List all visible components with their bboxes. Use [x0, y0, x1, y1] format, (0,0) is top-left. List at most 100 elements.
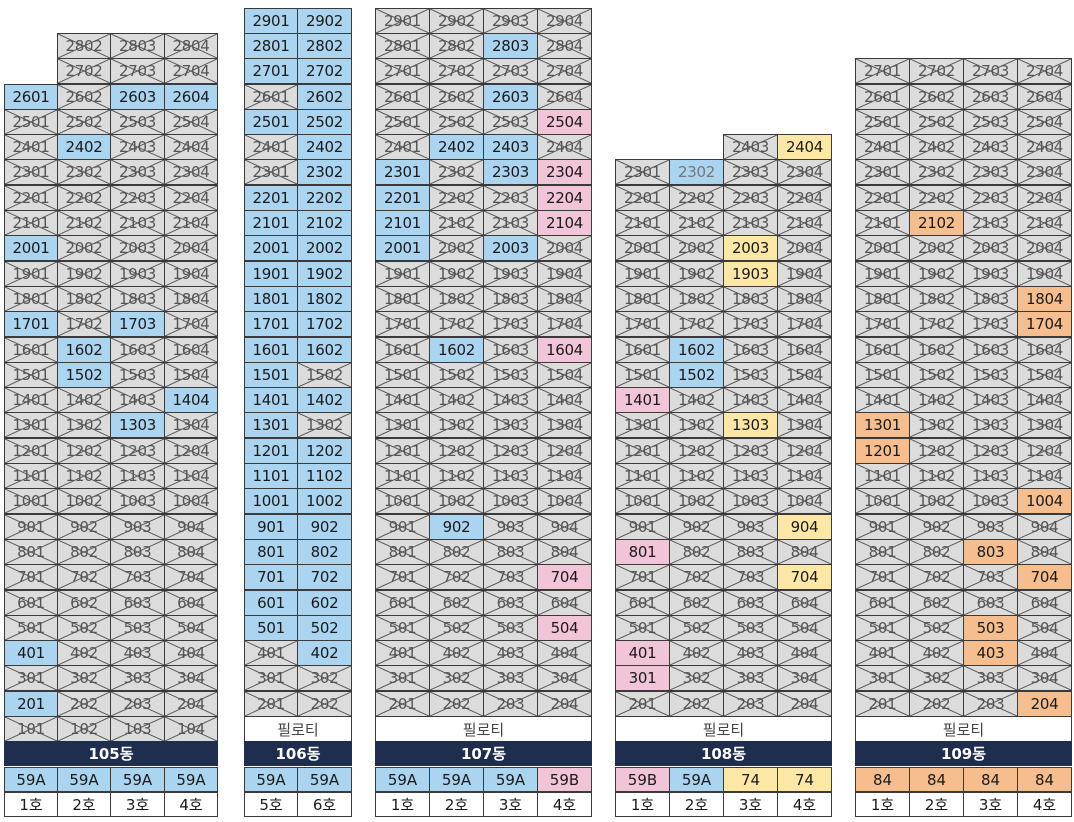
available-unit-cell[interactable]: 704: [777, 564, 832, 590]
sold-unit-cell[interactable]: 601: [4, 590, 58, 616]
sold-unit-cell[interactable]: 902: [669, 514, 724, 540]
sold-unit-cell[interactable]: 1401: [4, 387, 58, 413]
sold-unit-cell[interactable]: 1103: [723, 463, 778, 489]
available-unit-cell[interactable]: 901: [244, 514, 298, 540]
sold-unit-cell[interactable]: 2904: [537, 8, 592, 34]
available-unit-cell[interactable]: 1401: [615, 387, 670, 413]
sold-unit-cell[interactable]: 404: [1017, 640, 1072, 666]
sold-unit-cell[interactable]: 302: [429, 665, 484, 691]
sold-unit-cell[interactable]: 2003: [110, 235, 165, 261]
available-unit-cell[interactable]: 1602: [669, 337, 724, 363]
sold-unit-cell[interactable]: 701: [855, 564, 910, 590]
available-unit-cell[interactable]: 1301: [855, 412, 910, 438]
sold-unit-cell[interactable]: 2503: [963, 109, 1018, 135]
sold-unit-cell[interactable]: 602: [909, 590, 964, 616]
sold-unit-cell[interactable]: 1201: [615, 438, 670, 464]
sold-unit-cell[interactable]: 2702: [57, 58, 111, 84]
sold-unit-cell[interactable]: 1202: [57, 438, 111, 464]
sold-unit-cell[interactable]: 1101: [855, 463, 910, 489]
available-unit-cell[interactable]: 1602: [297, 337, 352, 363]
available-unit-cell[interactable]: 2504: [537, 109, 592, 135]
sold-unit-cell[interactable]: 602: [669, 590, 724, 616]
available-unit-cell[interactable]: 1501: [244, 362, 298, 388]
sold-unit-cell[interactable]: 1704: [777, 311, 832, 337]
sold-unit-cell[interactable]: 1602: [909, 337, 964, 363]
sold-unit-cell[interactable]: 1904: [537, 261, 592, 287]
sold-unit-cell[interactable]: 1304: [164, 412, 218, 438]
sold-unit-cell[interactable]: 1004: [537, 488, 592, 514]
sold-unit-cell[interactable]: 1201: [4, 438, 58, 464]
available-unit-cell[interactable]: 1704: [1017, 311, 1072, 337]
sold-unit-cell[interactable]: 201: [615, 691, 670, 717]
sold-unit-cell[interactable]: 1403: [483, 387, 538, 413]
sold-unit-cell[interactable]: 701: [615, 564, 670, 590]
available-unit-cell[interactable]: 2801: [244, 33, 298, 59]
available-unit-cell[interactable]: 504: [537, 615, 592, 641]
sold-unit-cell[interactable]: 2703: [963, 58, 1018, 84]
sold-unit-cell[interactable]: 402: [669, 640, 724, 666]
sold-unit-cell[interactable]: 204: [537, 691, 592, 717]
sold-unit-cell[interactable]: 604: [537, 590, 592, 616]
sold-unit-cell[interactable]: 1003: [483, 488, 538, 514]
sold-unit-cell[interactable]: 504: [1017, 615, 1072, 641]
available-unit-cell[interactable]: 602: [297, 590, 352, 616]
available-unit-cell[interactable]: 503: [963, 615, 1018, 641]
available-unit-cell[interactable]: 2403: [483, 134, 538, 160]
sold-unit-cell[interactable]: 1804: [164, 286, 218, 312]
sold-unit-cell[interactable]: 101: [4, 716, 58, 742]
sold-unit-cell[interactable]: 2204: [777, 185, 832, 211]
sold-unit-cell[interactable]: 1002: [909, 488, 964, 514]
sold-unit-cell[interactable]: 1301: [4, 412, 58, 438]
sold-unit-cell[interactable]: 2004: [777, 235, 832, 261]
available-unit-cell[interactable]: 301: [615, 665, 670, 691]
sold-unit-cell[interactable]: 2101: [855, 210, 910, 236]
sold-unit-cell[interactable]: 1001: [375, 488, 430, 514]
sold-unit-cell[interactable]: 201: [375, 691, 430, 717]
sold-unit-cell[interactable]: 801: [855, 539, 910, 565]
sold-unit-cell[interactable]: 1504: [537, 362, 592, 388]
sold-unit-cell[interactable]: 1502: [429, 362, 484, 388]
sold-unit-cell[interactable]: 1901: [4, 261, 58, 287]
available-unit-cell[interactable]: 1903: [723, 261, 778, 287]
available-unit-cell[interactable]: 2802: [297, 33, 352, 59]
sold-unit-cell[interactable]: 502: [909, 615, 964, 641]
sold-unit-cell[interactable]: 2201: [4, 185, 58, 211]
available-unit-cell[interactable]: 803: [963, 539, 1018, 565]
sold-unit-cell[interactable]: 304: [777, 665, 832, 691]
sold-unit-cell[interactable]: 2202: [57, 185, 111, 211]
available-unit-cell[interactable]: 1402: [297, 387, 352, 413]
sold-unit-cell[interactable]: 1303: [963, 412, 1018, 438]
sold-unit-cell[interactable]: 903: [723, 514, 778, 540]
sold-unit-cell[interactable]: 1702: [669, 311, 724, 337]
sold-unit-cell[interactable]: 804: [777, 539, 832, 565]
sold-unit-cell[interactable]: 803: [110, 539, 165, 565]
sold-unit-cell[interactable]: 502: [669, 615, 724, 641]
sold-unit-cell[interactable]: 1803: [110, 286, 165, 312]
available-unit-cell[interactable]: 2003: [483, 235, 538, 261]
sold-unit-cell[interactable]: 402: [57, 640, 111, 666]
available-unit-cell[interactable]: 502: [297, 615, 352, 641]
sold-unit-cell[interactable]: 1604: [1017, 337, 1072, 363]
sold-unit-cell[interactable]: 703: [963, 564, 1018, 590]
available-unit-cell[interactable]: 2402: [429, 134, 484, 160]
available-unit-cell[interactable]: 1602: [429, 337, 484, 363]
sold-unit-cell[interactable]: 1803: [963, 286, 1018, 312]
available-unit-cell[interactable]: 2601: [4, 84, 58, 110]
available-unit-cell[interactable]: 204: [1017, 691, 1072, 717]
available-unit-cell[interactable]: 1601: [244, 337, 298, 363]
available-unit-cell[interactable]: 2603: [483, 84, 538, 110]
sold-unit-cell[interactable]: 2102: [57, 210, 111, 236]
sold-unit-cell[interactable]: 2703: [483, 58, 538, 84]
sold-unit-cell[interactable]: 1902: [429, 261, 484, 287]
available-unit-cell[interactable]: 1701: [4, 311, 58, 337]
sold-unit-cell[interactable]: 501: [615, 615, 670, 641]
sold-unit-cell[interactable]: 2301: [4, 159, 58, 185]
sold-unit-cell[interactable]: 601: [375, 590, 430, 616]
sold-unit-cell[interactable]: 403: [723, 640, 778, 666]
sold-unit-cell[interactable]: 1104: [777, 463, 832, 489]
sold-unit-cell[interactable]: 901: [4, 514, 58, 540]
sold-unit-cell[interactable]: 304: [1017, 665, 1072, 691]
sold-unit-cell[interactable]: 1603: [110, 337, 165, 363]
sold-unit-cell[interactable]: 2101: [615, 210, 670, 236]
sold-unit-cell[interactable]: 1203: [110, 438, 165, 464]
